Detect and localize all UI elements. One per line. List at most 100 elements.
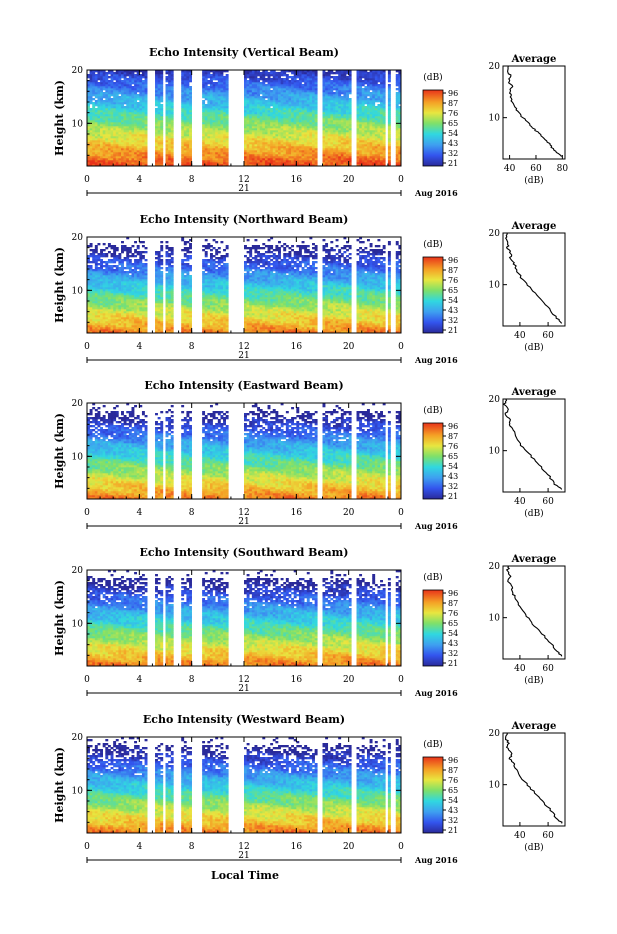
heatmap-cell <box>273 124 276 126</box>
heatmap-cell <box>202 136 205 138</box>
heatmap-cell <box>260 82 263 84</box>
heatmap-cell <box>166 138 169 140</box>
heatmap-cell <box>359 100 362 102</box>
heatmap-cell <box>275 150 278 152</box>
heatmap-cell <box>372 154 375 156</box>
heatmap-cell <box>186 124 189 126</box>
heatmap-cell <box>108 72 111 74</box>
heatmap-cell <box>396 146 399 148</box>
heatmap-cell <box>210 102 213 104</box>
heatmap-cell <box>213 122 216 124</box>
heatmap-cell <box>103 88 106 90</box>
heatmap-cell <box>380 156 383 158</box>
heatmap-cell <box>124 150 127 152</box>
heatmap-cell <box>158 136 161 138</box>
heatmap-cell <box>103 84 106 86</box>
heatmap-cell <box>304 72 307 74</box>
heatmap-cell <box>103 321 106 323</box>
heatmap-cell <box>105 106 108 108</box>
heatmap-cell <box>304 140 307 142</box>
heatmap-cell <box>131 154 134 156</box>
heatmap-cell <box>357 138 360 140</box>
heatmap-cell <box>273 104 276 106</box>
heatmap-cell <box>296 104 299 106</box>
heatmap-cell <box>105 74 108 76</box>
heatmap-cell <box>307 98 310 100</box>
heatmap-cell <box>103 253 106 255</box>
heatmap-cell <box>103 122 106 124</box>
heatmap-cell <box>323 104 326 106</box>
heatmap-cell <box>181 108 184 110</box>
heatmap-cell <box>186 156 189 158</box>
heatmap-cell <box>309 84 312 86</box>
heatmap-cell <box>377 140 380 142</box>
heatmap-cell <box>252 106 255 108</box>
heatmap-cell <box>113 118 116 120</box>
heatmap-cell <box>213 96 216 98</box>
heatmap-cell <box>367 126 370 128</box>
heatmap-cell <box>223 98 226 100</box>
heatmap-cell <box>124 80 127 82</box>
heatmap-cell <box>213 116 216 118</box>
heatmap-cell <box>126 152 129 154</box>
heatmap-cell <box>111 295 114 297</box>
heatmap-cell <box>111 309 114 311</box>
heatmap-cell <box>281 126 284 128</box>
heatmap-cell <box>186 82 189 84</box>
heatmap-cell <box>92 98 95 100</box>
heatmap-cell <box>336 152 339 154</box>
heatmap-cell <box>380 150 383 152</box>
heatmap-cell <box>126 84 129 86</box>
heatmap-cell <box>95 136 98 138</box>
heatmap-cell <box>111 289 114 291</box>
heatmap-cell <box>283 140 286 142</box>
heatmap-cell <box>270 126 273 128</box>
heatmap-cell <box>341 152 344 154</box>
heatmap-cell <box>265 140 268 142</box>
heatmap-cell <box>312 140 315 142</box>
heatmap-cell <box>330 126 333 128</box>
heatmap-cell <box>328 152 331 154</box>
heatmap-cell <box>341 86 344 88</box>
heatmap-cell <box>202 124 205 126</box>
heatmap-cell <box>273 90 276 92</box>
heatmap-cell <box>247 126 250 128</box>
heatmap-cell <box>304 82 307 84</box>
heatmap-cell <box>275 156 278 158</box>
heatmap-cell <box>254 158 257 160</box>
heatmap-cell <box>116 104 119 106</box>
heatmap-cell <box>111 130 114 132</box>
heatmap-cell <box>205 152 208 154</box>
heatmap-cell <box>328 104 331 106</box>
heatmap-cell <box>105 323 108 325</box>
heatmap-cell <box>380 90 383 92</box>
heatmap-cell <box>325 98 328 100</box>
heatmap-cell <box>160 120 163 122</box>
heatmap-cell <box>139 90 142 92</box>
heatmap-cell <box>383 96 386 98</box>
heatmap-cell <box>247 102 250 104</box>
heatmap-cell <box>103 118 106 120</box>
heatmap-cell <box>213 74 216 76</box>
heatmap-cell <box>273 142 276 144</box>
heatmap-cell <box>226 140 229 142</box>
heatmap-cell <box>333 152 336 154</box>
heatmap-cell <box>294 92 297 94</box>
heatmap-cell <box>275 98 278 100</box>
heatmap-cell <box>296 100 299 102</box>
heatmap-cell <box>375 90 378 92</box>
heatmap-cell <box>383 76 386 78</box>
heatmap-cell <box>166 72 169 74</box>
heatmap-cell <box>92 297 95 299</box>
heatmap-cell <box>333 130 336 132</box>
heatmap-cell <box>278 102 281 104</box>
heatmap-cell <box>357 136 360 138</box>
heatmap-cell <box>105 299 108 301</box>
heatmap-cell <box>265 142 268 144</box>
heatmap-cell <box>145 160 148 162</box>
heatmap-cell <box>118 98 121 100</box>
heatmap-cell <box>95 309 98 311</box>
heatmap-cell <box>121 72 124 74</box>
heatmap-cell <box>268 122 271 124</box>
heatmap-cells <box>87 70 401 166</box>
